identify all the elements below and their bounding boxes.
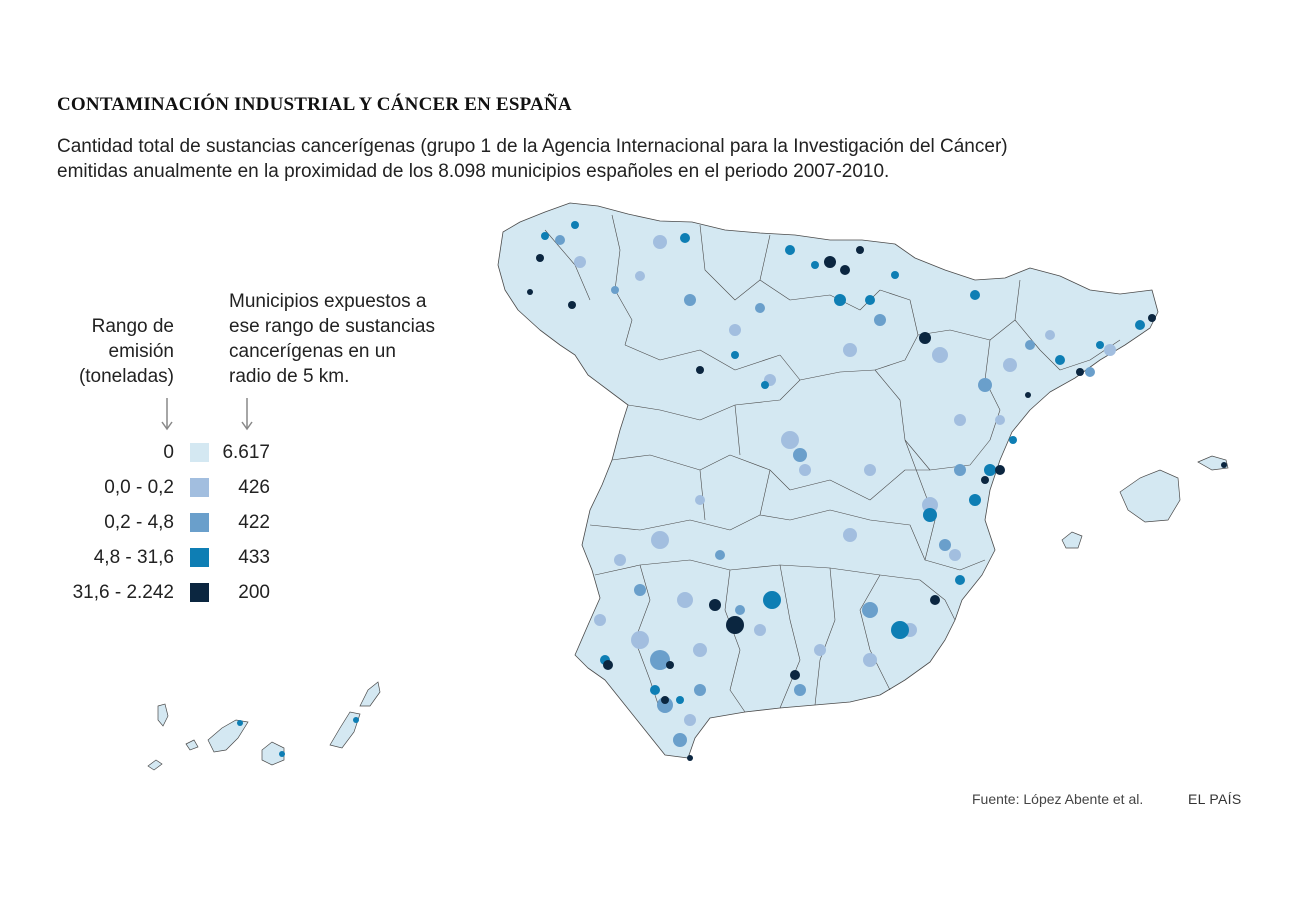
border-line (859, 574, 891, 691)
legend-count-header: Municipios expuestos a ese rango de sust… (229, 289, 469, 389)
border-line (789, 469, 930, 501)
border-line (919, 579, 956, 621)
fuerteventura-area (353, 717, 359, 723)
legend-swatch (190, 548, 209, 567)
legend-range: 0,2 - 4,8 (104, 512, 174, 533)
map-subtitle: Cantidad total de sustancias cancerígena… (57, 134, 1177, 184)
count-header-line: Municipios expuestos a (229, 291, 427, 312)
legend-count: 426 (238, 477, 270, 498)
ibiza (1061, 531, 1083, 549)
tenerife-area (237, 720, 243, 726)
legend-row: 31,6 - 2.242 200 (30, 581, 290, 605)
level-1-areas (574, 235, 1116, 726)
border-line (984, 339, 1001, 441)
el-hierro (147, 759, 163, 771)
level-4-areas (527, 246, 1156, 761)
legend-row: 0 6.617 (30, 441, 290, 465)
border-line (814, 567, 836, 706)
border-line (627, 379, 801, 421)
legend-range: 4,8 - 31,6 (93, 547, 174, 568)
la-gomera (185, 739, 199, 751)
region-borders (544, 214, 1121, 713)
menorca-area (1221, 462, 1227, 468)
gran-canaria-area (279, 751, 285, 757)
range-header-line: Rango de (91, 316, 174, 337)
emission-municipalities (527, 221, 1169, 761)
legend-count: 6.617 (222, 442, 270, 463)
legend-swatch (190, 513, 209, 532)
count-header-line: radio de 5 km. (229, 366, 350, 387)
level-3-areas (541, 221, 1169, 704)
border-line (724, 569, 746, 713)
map-title: CONTAMINACIÓN INDUSTRIAL Y CÁNCER EN ESP… (57, 94, 572, 115)
border-line (779, 354, 876, 381)
border-line (699, 224, 771, 301)
lanzarote (359, 681, 381, 707)
border-line (1014, 319, 1121, 371)
count-arrow-icon (241, 398, 253, 431)
border-line (789, 509, 926, 561)
border-line (699, 469, 706, 521)
tenerife (207, 719, 249, 753)
legend-range: 0 (163, 442, 174, 463)
legend-swatch (190, 583, 209, 602)
border-line (624, 344, 781, 371)
legend-swatch (190, 478, 209, 497)
border-line (874, 369, 991, 471)
legend-row: 0,2 - 4,8 422 (30, 511, 290, 535)
border-line (759, 469, 771, 516)
subtitle-line-1: Cantidad total de sustancias cancerígena… (57, 136, 1008, 157)
level-2-areas (555, 235, 1156, 747)
range-arrow-icon (161, 398, 173, 431)
menorca (1197, 455, 1229, 471)
canary-islands (147, 681, 381, 771)
border-line (611, 454, 791, 491)
border-line (779, 564, 801, 709)
legend-row: 0,0 - 0,2 426 (30, 476, 290, 500)
la-palma (157, 703, 169, 727)
border-line (589, 514, 791, 531)
legend-range-header: Rango de emisión (toneladas) (40, 314, 174, 389)
subtitle-line-2: emitidas anualmente en la proximidad de … (57, 161, 890, 182)
legend-range: 0,0 - 0,2 (104, 477, 174, 498)
balearic-islands (1061, 455, 1229, 549)
brand-logo-text: EL PAÍS (1188, 791, 1242, 807)
gran-canaria (261, 741, 285, 766)
mallorca (1119, 469, 1181, 523)
legend-count: 422 (238, 512, 270, 533)
count-header-line: ese rango de sustancias (229, 316, 435, 337)
legend-count: 200 (238, 582, 270, 603)
legend-count: 433 (238, 547, 270, 568)
range-header-line: emisión (108, 341, 174, 362)
count-header-line: cancerígenas en un (229, 341, 396, 362)
range-header-line: (toneladas) (78, 366, 174, 387)
border-line (734, 404, 741, 456)
fuerteventura (329, 711, 361, 749)
legend-swatch (190, 443, 209, 462)
border-line (594, 559, 921, 581)
source-credit: Fuente: López Abente et al. (972, 791, 1144, 807)
legend-row: 4,8 - 31,6 433 (30, 546, 290, 570)
legend-range: 31,6 - 2.242 (72, 582, 174, 603)
